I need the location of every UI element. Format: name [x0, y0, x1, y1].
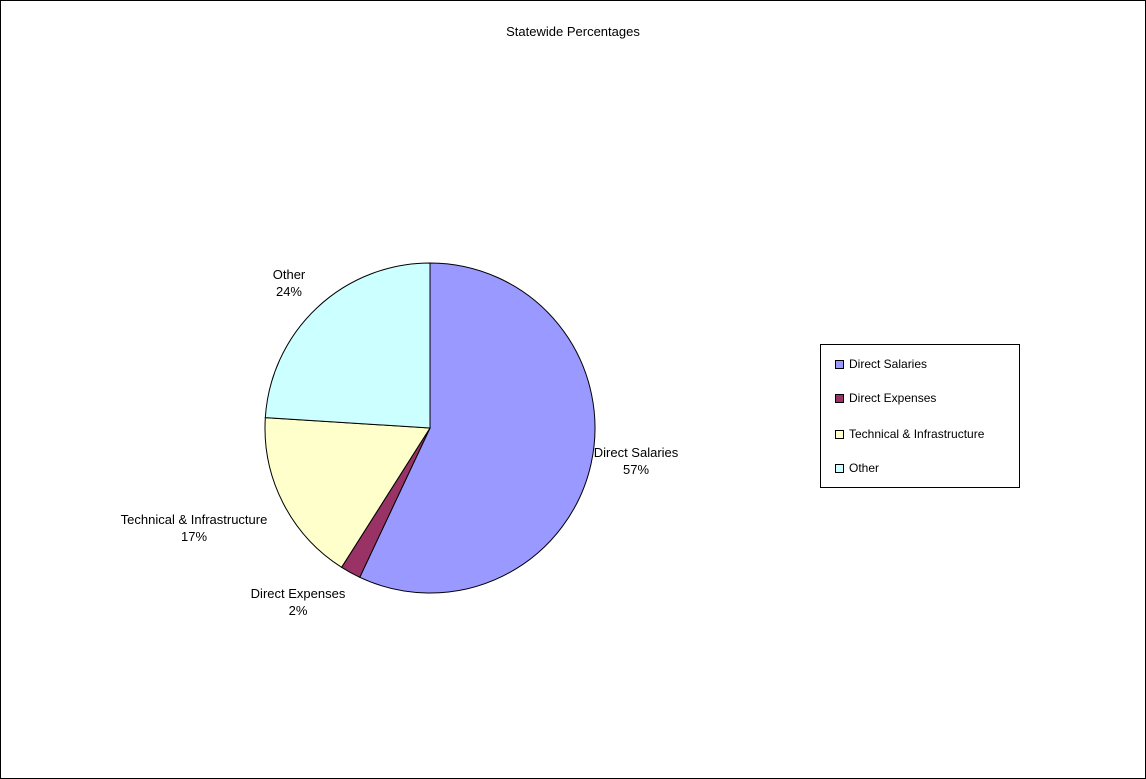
legend-swatch [835, 359, 844, 369]
legend-label: Technical & Infrastructure [849, 427, 985, 441]
pie-slice-other [264, 262, 431, 429]
legend-label: Direct Expenses [849, 391, 937, 405]
legend-swatch [835, 463, 844, 473]
legend-item-technical-infrastructure: Technical & Infrastructure [835, 427, 984, 441]
slice-label-name: Direct Salaries [593, 445, 679, 460]
slice-label-percent: 57% [622, 462, 650, 477]
slice-label-name: Direct Expenses [250, 586, 346, 601]
legend-label: Direct Salaries [849, 357, 928, 371]
legend-label: Other [849, 461, 880, 475]
legend-item-direct-salaries: Direct Salaries [835, 357, 927, 371]
slice-label-technical-infrastructure: Technical & Infrastructure 17% [121, 511, 268, 545]
legend-item-other: Other [835, 461, 879, 475]
slice-label-percent: 17% [180, 529, 208, 544]
slice-label-name: Other [272, 267, 306, 282]
legend-swatch [835, 429, 844, 439]
slice-label-name: Technical & Infrastructure [120, 512, 268, 527]
slice-label-direct-expenses: Direct Expenses 2% [251, 585, 346, 619]
slice-label-direct-salaries: Direct Salaries 57% [594, 444, 679, 478]
slice-label-percent: 2% [288, 603, 308, 618]
slice-label-percent: 24% [275, 284, 303, 299]
chart-legend: Direct Salaries Direct Expenses Technica… [820, 344, 1020, 488]
legend-item-direct-expenses: Direct Expenses [835, 391, 936, 405]
chart-title: Statewide Percentages [506, 24, 640, 39]
pie-slice-technical-infrastructure [264, 417, 431, 569]
pie-slice-direct-salaries [359, 262, 596, 594]
legend-swatch [835, 393, 844, 403]
slice-label-other: Other 24% [273, 266, 306, 300]
